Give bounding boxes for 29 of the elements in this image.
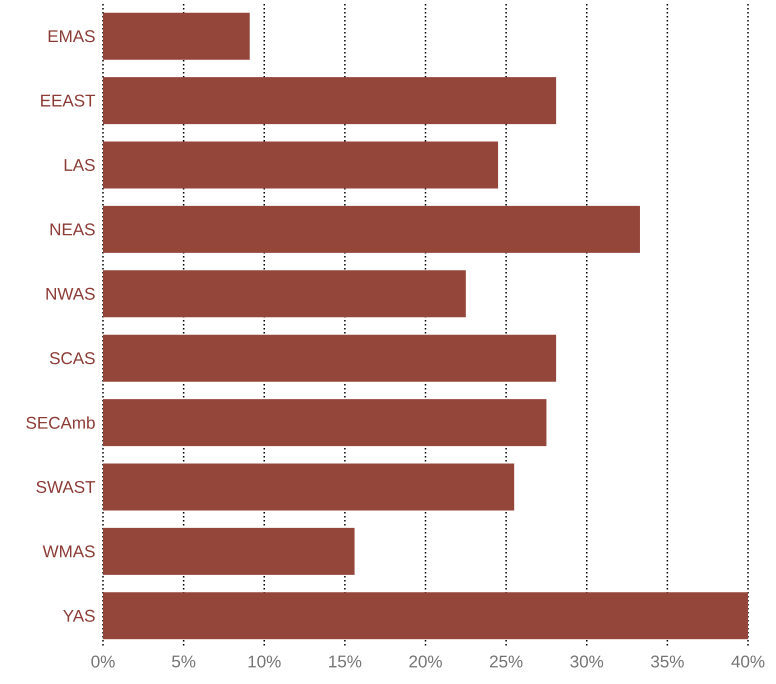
x-tick-label: 0% <box>91 656 115 668</box>
bar <box>103 141 498 188</box>
bar <box>103 77 556 124</box>
y-tick-label: EMAS <box>48 30 95 42</box>
bar <box>103 270 466 318</box>
x-tick-label: 40% <box>731 656 764 668</box>
y-tick-label: LAS <box>64 158 95 172</box>
bar <box>103 334 556 382</box>
y-tick-label: WMAS <box>42 545 95 558</box>
y-tick-label: NEAS <box>50 223 95 236</box>
bar <box>103 463 514 510</box>
x-tick-label: 5% <box>172 656 196 668</box>
bar <box>103 528 355 575</box>
x-tick-label: 35% <box>651 656 684 668</box>
y-tick-label: SWAST <box>36 480 96 494</box>
y-tick-label: YAS <box>63 610 95 622</box>
bar <box>103 12 250 60</box>
bar <box>103 206 640 253</box>
x-tick-label: 15% <box>329 656 362 668</box>
x-tick-label: 25% <box>490 656 523 668</box>
x-tick-label: 10% <box>248 656 281 668</box>
bar <box>103 399 546 446</box>
bar <box>103 592 748 640</box>
y-tick-label: SECAmb <box>26 416 95 429</box>
y-tick-label: NWAS <box>46 288 95 300</box>
y-tick-label: SCAS <box>50 352 95 364</box>
y-tick-label: EEAST <box>41 94 96 107</box>
x-tick-label: 30% <box>570 656 604 668</box>
x-tick-label: 20% <box>409 656 442 668</box>
